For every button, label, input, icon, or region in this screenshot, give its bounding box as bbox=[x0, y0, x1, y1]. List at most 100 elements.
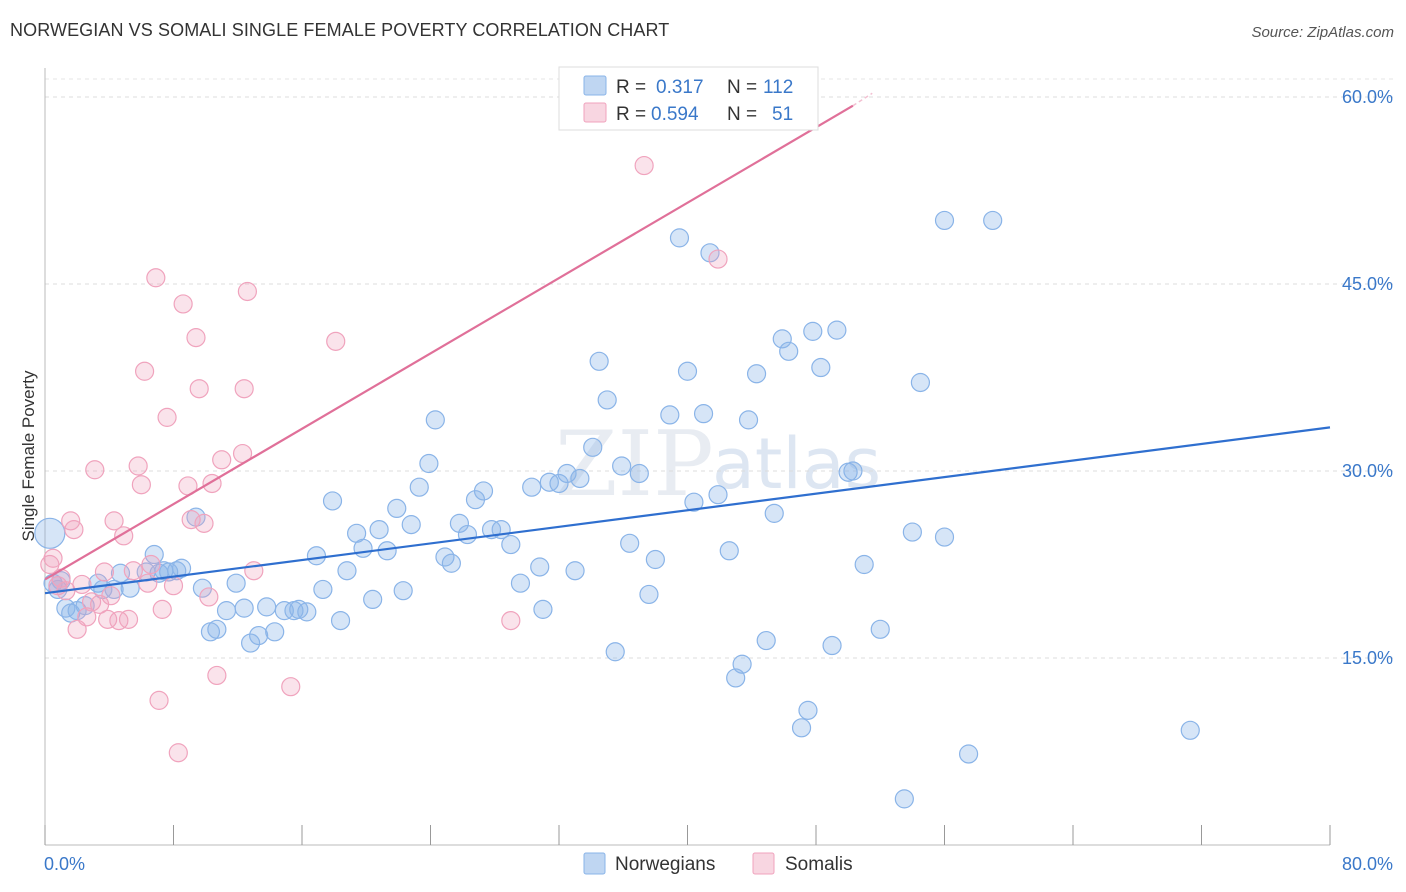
norwegian-point-29 bbox=[257, 597, 277, 617]
somali-point-34 bbox=[186, 328, 206, 348]
norwegian-point-110 bbox=[983, 210, 1003, 231]
somali-point-26 bbox=[146, 268, 166, 288]
norwegian-point-97 bbox=[811, 357, 831, 378]
norwegian-point-90 bbox=[756, 630, 776, 651]
norwegian-point-63 bbox=[533, 599, 553, 619]
norwegian-point-102 bbox=[854, 554, 874, 575]
norwegian-point-85 bbox=[719, 541, 739, 561]
norwegian-point-19 bbox=[171, 558, 192, 578]
somali-point-40 bbox=[212, 450, 232, 470]
somali-point-27 bbox=[152, 599, 172, 619]
norwegian-point-104 bbox=[894, 789, 914, 809]
trend-line-somali bbox=[44, 104, 854, 581]
somali-point-39 bbox=[207, 665, 227, 686]
norwegian-point-73 bbox=[612, 456, 632, 476]
somali-point-19 bbox=[118, 609, 139, 629]
legend-n-label-norwegian: N = bbox=[727, 77, 757, 98]
legend-n-value-norwegian: 112 bbox=[763, 77, 793, 98]
norwegian-point-99 bbox=[827, 320, 847, 340]
somali-point-10 bbox=[81, 592, 102, 612]
norwegian-point-36 bbox=[313, 579, 333, 600]
norwegian-point-38 bbox=[330, 610, 351, 631]
norwegian-point-65 bbox=[549, 473, 569, 494]
norwegian-point-81 bbox=[684, 492, 704, 512]
norwegian-point-59 bbox=[501, 534, 521, 555]
norwegian-point-30 bbox=[265, 622, 285, 642]
norwegian-point-105 bbox=[902, 522, 922, 542]
legend-r-label-somali: R = bbox=[616, 104, 646, 125]
norwegian-point-109 bbox=[958, 744, 979, 764]
trend-line-norwegian bbox=[44, 426, 1331, 595]
somali-point-6 bbox=[64, 519, 84, 540]
somali-point-29 bbox=[163, 576, 184, 596]
somali-point-9 bbox=[77, 607, 97, 627]
norwegian-point-68 bbox=[570, 468, 590, 489]
bottom-legend-label-somalis: Somalis bbox=[785, 854, 853, 875]
somali-point-16 bbox=[104, 511, 124, 531]
norwegian-point-93 bbox=[779, 341, 799, 361]
somali-point-43 bbox=[237, 281, 257, 302]
somali-point-50 bbox=[708, 249, 728, 269]
somali-point-30 bbox=[168, 743, 188, 763]
trend-lines bbox=[44, 92, 1331, 595]
norwegian-point-66 bbox=[557, 463, 577, 484]
legend-r-label-norwegian: R = bbox=[616, 77, 646, 98]
somali-point-33 bbox=[181, 510, 201, 530]
norwegian-point-28 bbox=[249, 625, 269, 646]
norwegian-point-27 bbox=[241, 633, 261, 653]
norwegian-point-77 bbox=[645, 549, 665, 570]
legend-r-value-norwegian: 0.317 bbox=[656, 77, 704, 98]
norwegian-point-25 bbox=[226, 573, 246, 593]
somali-point-46 bbox=[326, 331, 346, 351]
x-tick-label-max: 80.0% bbox=[1342, 854, 1393, 874]
chart-title: NORWEGIAN VS SOMALI SINGLE FEMALE POVERT… bbox=[10, 20, 670, 40]
norwegian-point-94 bbox=[791, 718, 812, 738]
somali-point-36 bbox=[194, 513, 214, 533]
norwegian-point-106 bbox=[910, 372, 931, 393]
somali-point-47 bbox=[149, 690, 169, 710]
somali-point-37 bbox=[199, 587, 219, 607]
norwegian-point-35 bbox=[306, 546, 327, 566]
norwegian-point-43 bbox=[369, 519, 389, 540]
norwegian-point-47 bbox=[401, 515, 421, 535]
norwegian-point-103 bbox=[870, 619, 890, 639]
somali-point-24 bbox=[138, 573, 158, 593]
norwegian-point-42 bbox=[363, 589, 383, 610]
norwegian-points bbox=[34, 210, 1200, 809]
norwegian-point-41 bbox=[353, 538, 373, 558]
y-tick-labels: 15.0% 30.0% 45.0% 60.0% bbox=[1342, 87, 1393, 668]
watermark-zip: ZIP bbox=[555, 412, 714, 517]
legend-swatch-somali bbox=[583, 102, 607, 123]
trend-line-somali-extension bbox=[852, 92, 873, 107]
norwegian-point-87 bbox=[732, 654, 752, 674]
somali-point-42 bbox=[234, 379, 254, 399]
y-tick-label-0: 15.0% bbox=[1342, 648, 1393, 668]
norwegian-point-88 bbox=[738, 410, 759, 430]
y-tick-label-2: 45.0% bbox=[1342, 274, 1393, 294]
bottom-legend-label-norwegians: Norwegians bbox=[615, 854, 715, 875]
norwegian-point-111 bbox=[1180, 720, 1200, 740]
norwegian-point-37 bbox=[322, 491, 343, 511]
y-tick-label-1: 30.0% bbox=[1342, 461, 1393, 481]
somali-point-45 bbox=[281, 677, 301, 697]
legend-n-label-somali: N = bbox=[727, 104, 757, 125]
norwegian-point-67 bbox=[565, 561, 585, 581]
norwegian-point-53 bbox=[449, 513, 470, 533]
y-axis-label: Single Female Poverty bbox=[19, 370, 38, 542]
norwegian-point-108 bbox=[934, 527, 955, 547]
norwegian-point-46 bbox=[393, 581, 413, 601]
norwegian-point-62 bbox=[530, 557, 550, 577]
somali-point-11 bbox=[85, 460, 105, 480]
norwegian-point-52 bbox=[441, 553, 461, 573]
norwegian-point-98 bbox=[822, 635, 842, 656]
source-attribution: Source: ZipAtlas.com bbox=[1251, 24, 1394, 41]
norwegian-point-31 bbox=[274, 601, 294, 621]
norwegian-point-84 bbox=[708, 485, 728, 505]
somali-point-23 bbox=[134, 361, 155, 381]
norwegian-point-50 bbox=[425, 410, 445, 430]
norwegian-point-24 bbox=[216, 601, 237, 621]
somali-point-15 bbox=[101, 586, 121, 606]
norwegian-point-45 bbox=[387, 498, 407, 518]
bottom-legend-swatch-norwegians bbox=[583, 852, 606, 875]
axes bbox=[44, 68, 1331, 846]
